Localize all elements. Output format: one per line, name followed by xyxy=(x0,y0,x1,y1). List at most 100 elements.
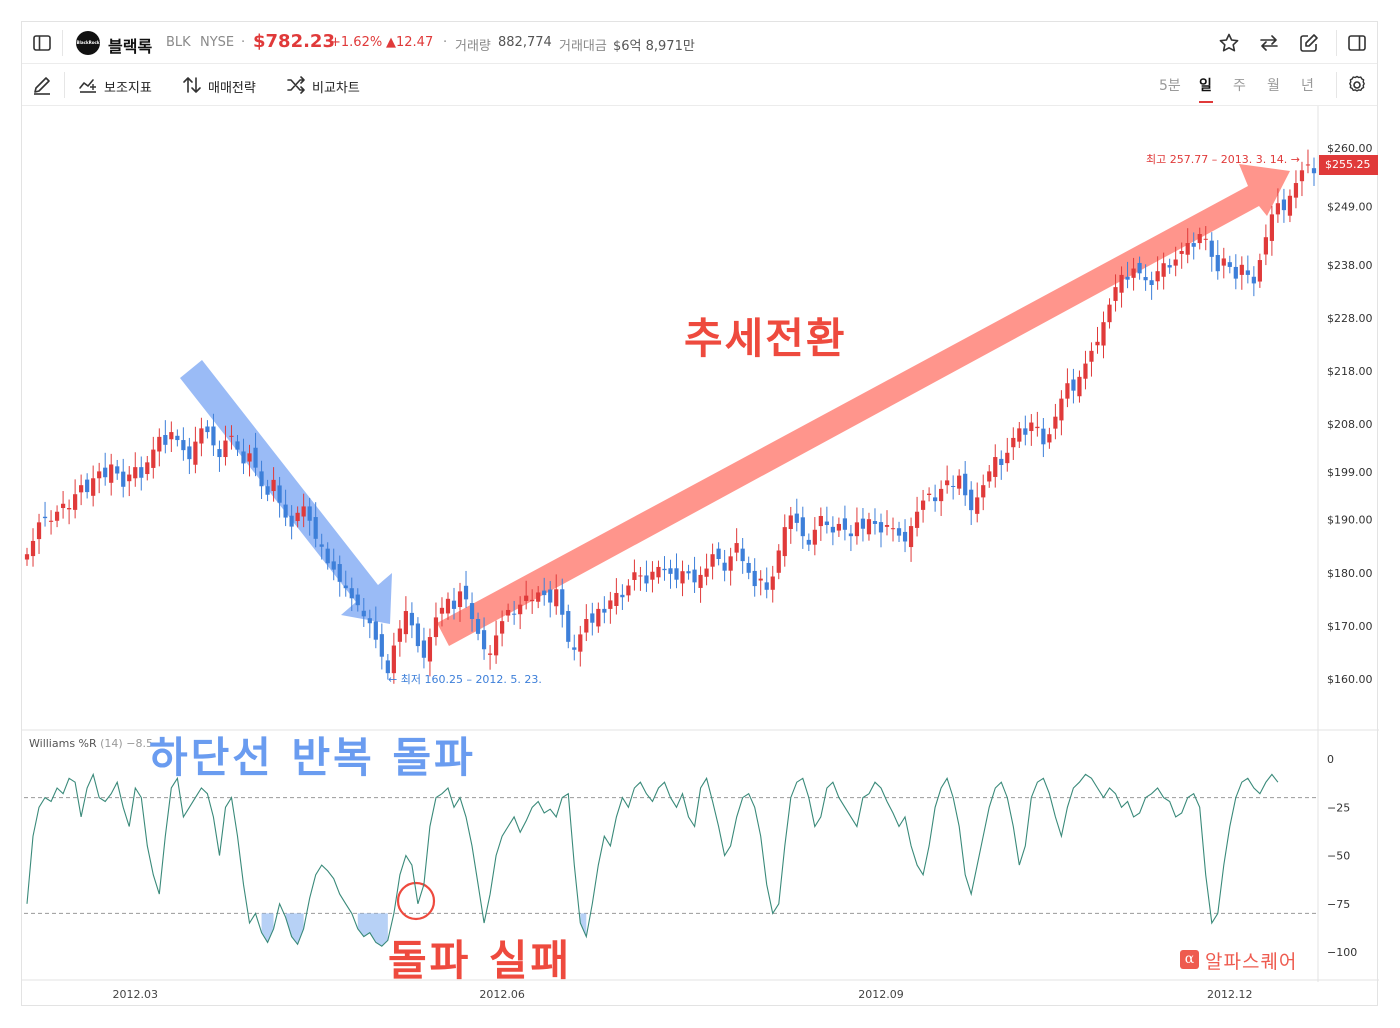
candle-body xyxy=(920,500,926,510)
candle-body xyxy=(463,585,469,600)
candle-body xyxy=(788,515,793,529)
candle-body xyxy=(614,592,619,606)
candle-body xyxy=(722,562,727,571)
candle-body xyxy=(1275,203,1281,215)
candle-body xyxy=(999,458,1004,466)
candle-body xyxy=(253,447,258,468)
sidebar-toggle-icon[interactable] xyxy=(32,33,52,53)
candle-body xyxy=(1233,266,1238,279)
price-chart[interactable]: $260.00 $249.00 $238.00 $228.00 $218.00 $208.… xyxy=(22,106,1379,1006)
candle-body xyxy=(896,528,902,536)
candle-body xyxy=(187,446,192,460)
candle-body xyxy=(109,464,114,483)
candle-body xyxy=(169,432,174,440)
candle-body xyxy=(806,539,811,545)
gear-icon[interactable] xyxy=(1346,74,1368,96)
candle-body xyxy=(235,441,240,450)
candle-body xyxy=(939,488,944,502)
candle-body xyxy=(139,467,144,478)
candle-body xyxy=(73,494,78,510)
candle-body xyxy=(1203,238,1208,240)
strategy-label: 매매전략 xyxy=(208,81,256,96)
candle-body xyxy=(734,543,739,553)
candle-body xyxy=(379,634,384,657)
divider xyxy=(1336,72,1337,98)
turnover-value: $6억 8,971만 xyxy=(613,39,695,54)
candle-body xyxy=(602,608,607,613)
candle-body xyxy=(1221,258,1226,266)
candle-body xyxy=(848,533,854,537)
period-5min[interactable]: 5분 xyxy=(1159,78,1181,94)
candle-body xyxy=(1245,270,1250,275)
exchange: NYSE xyxy=(200,35,235,50)
candle-body xyxy=(914,511,920,528)
period-year[interactable]: 년 xyxy=(1301,78,1314,94)
candle-body xyxy=(752,570,757,587)
candle-body xyxy=(391,645,396,674)
candle-body xyxy=(60,503,66,509)
candle-body xyxy=(608,600,613,609)
candle-body xyxy=(656,566,661,578)
period-week[interactable]: 주 xyxy=(1233,78,1246,94)
change-amount: ▲12.47 xyxy=(386,35,434,50)
star-icon[interactable] xyxy=(1218,32,1240,54)
candle-body xyxy=(439,607,445,614)
wr-axis-label: −25 xyxy=(1327,801,1350,814)
period-month[interactable]: 월 xyxy=(1267,78,1280,94)
candle-body xyxy=(42,516,48,519)
candle-body xyxy=(728,556,733,571)
candle-body xyxy=(836,523,841,531)
price-axis-label: $260.00 xyxy=(1327,142,1373,155)
price-axis-label: $199.00 xyxy=(1327,466,1373,479)
candle-body xyxy=(969,489,974,511)
candle-body xyxy=(704,568,709,577)
wr-axis-label: −75 xyxy=(1327,898,1350,911)
wr-axis-label: −50 xyxy=(1327,850,1350,863)
candle-body xyxy=(313,517,318,539)
candle-body xyxy=(1053,416,1058,429)
candle-body xyxy=(103,467,108,478)
candle-body xyxy=(79,485,84,493)
pencil-icon[interactable] xyxy=(31,74,53,96)
candle-body xyxy=(361,610,366,617)
candle-body xyxy=(181,440,186,451)
oversold-fill xyxy=(357,913,388,947)
swap-icon[interactable] xyxy=(1258,32,1280,54)
candle-body xyxy=(409,612,415,626)
candle-body xyxy=(1119,274,1124,293)
price-axis-label: $180.00 xyxy=(1327,567,1373,580)
candle-body xyxy=(469,603,475,619)
candle-body xyxy=(638,575,643,577)
panel-toggle-icon[interactable] xyxy=(1347,33,1367,53)
candle-body xyxy=(1011,437,1016,448)
candle-body xyxy=(933,497,938,502)
candle-body xyxy=(1029,422,1034,432)
candle-body xyxy=(818,515,823,527)
candle-body xyxy=(770,576,775,590)
candle-body xyxy=(127,474,132,482)
indicator-name: Williams %R xyxy=(29,737,97,750)
candle-body xyxy=(277,485,282,503)
candle-body xyxy=(548,589,553,603)
edit-icon[interactable] xyxy=(1298,32,1320,54)
divider xyxy=(64,72,65,98)
price-axis-label: $190.00 xyxy=(1327,514,1373,527)
candle-body xyxy=(1305,164,1311,166)
x-axis-label: 2012.09 xyxy=(858,988,904,1001)
candle-body xyxy=(319,544,324,547)
candle-body xyxy=(157,436,162,452)
candle-body xyxy=(500,621,505,634)
candle-body xyxy=(48,520,54,522)
candle-body xyxy=(259,471,264,487)
candle-body xyxy=(824,521,829,526)
candle-body xyxy=(812,529,817,545)
indicator-legend: Williams %R (14) −8.5 xyxy=(29,737,153,750)
candle-body xyxy=(884,525,890,527)
period-day[interactable]: 일 xyxy=(1199,78,1212,94)
candle-body xyxy=(115,466,120,474)
candle-body xyxy=(512,613,517,615)
buy-sell-arrows-icon xyxy=(183,77,201,93)
candle-body xyxy=(36,522,42,540)
candle-body xyxy=(229,435,234,437)
low-marker: ← 최저 160.25 – 2012. 5. 23. xyxy=(388,673,542,686)
